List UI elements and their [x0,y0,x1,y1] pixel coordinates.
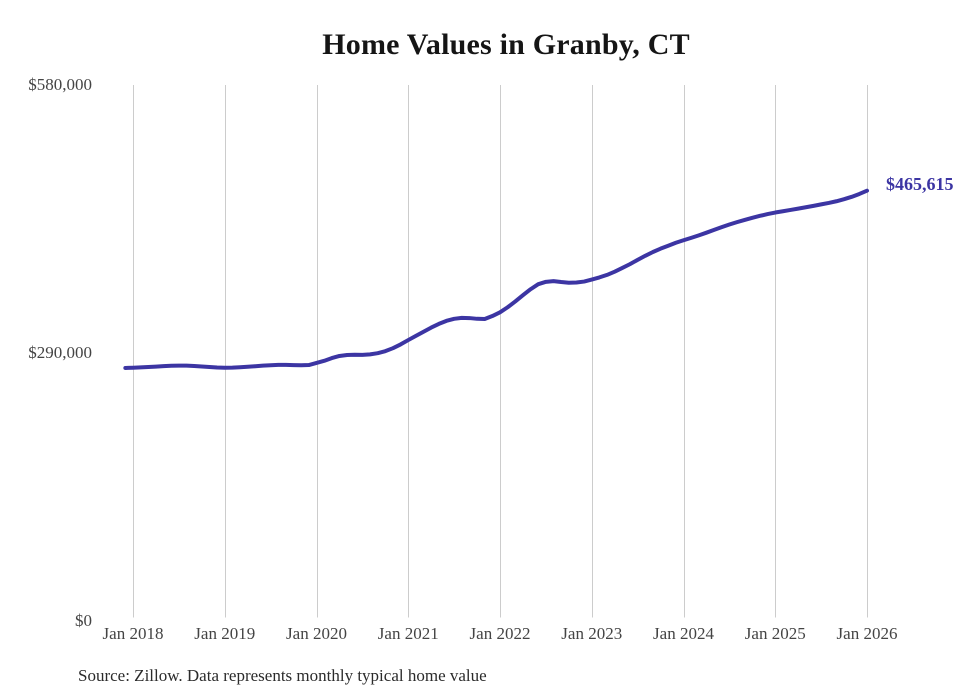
latest-value-label: $465,615 [886,174,954,194]
x-tick-label: Jan 2026 [836,624,898,643]
home-value-line [123,188,869,370]
y-tick-label: $290,000 [28,343,92,362]
y-tick-label: $580,000 [28,75,92,94]
x-tick-label: Jan 2021 [377,624,439,643]
x-tick-label: Jan 2018 [102,624,164,643]
x-tick-label: Jan 2023 [561,624,623,643]
source-note: Source: Zillow. Data represents monthly … [78,666,487,685]
chart-title: Home Values in Granby, CT [322,28,690,61]
y-tick-label: $0 [75,611,92,630]
year-gridlines [133,85,868,618]
x-tick-label: Jan 2020 [286,624,347,643]
x-tick-label: Jan 2019 [194,624,256,643]
x-tick-label: Jan 2024 [653,624,714,643]
x-tick-label: Jan 2022 [469,624,531,643]
x-tick-label: Jan 2025 [744,624,806,643]
